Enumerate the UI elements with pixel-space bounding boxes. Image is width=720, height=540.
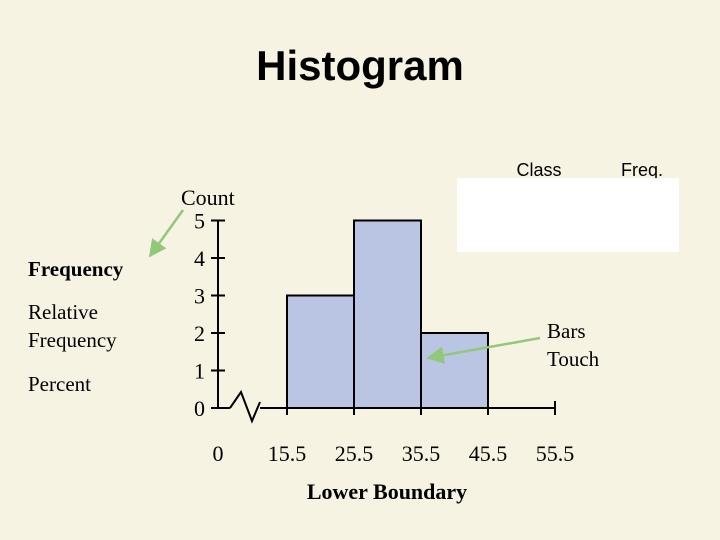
y-tick-label: 0: [194, 396, 205, 421]
y-axis-title: Count: [181, 185, 235, 210]
x-tick-label: 45.5: [469, 441, 508, 466]
percent-label: Percent: [28, 372, 91, 396]
y-tick-label: 3: [194, 284, 205, 309]
axis-break-mark: [229, 389, 261, 424]
table-freq-header: Freq.: [620, 160, 663, 180]
y-tick-label: 1: [194, 359, 205, 384]
table-class-header: Class: [516, 160, 562, 180]
table-background: [457, 178, 679, 252]
histogram-bar: [286, 294, 355, 409]
y-tick-label: 5: [194, 209, 205, 234]
x-tick-label: 15.5: [268, 441, 307, 466]
x-tick-label: 35.5: [402, 441, 441, 466]
relative-frequency-line1: Relative: [28, 300, 98, 324]
x-axis-title: Lower Boundary: [307, 479, 467, 504]
annotation-line2: Touch: [547, 347, 600, 371]
relative-frequency-label: Relative Frequency: [28, 298, 117, 354]
x-tick-label: 55.5: [536, 441, 575, 466]
annotation-line1: Bars: [547, 319, 586, 343]
y-tick-label: 4: [194, 246, 205, 271]
count-arrow: [148, 209, 185, 258]
frequency-label: Frequency: [28, 257, 124, 281]
x-tick-label-zero: 0: [213, 441, 224, 466]
histogram-bar: [420, 332, 489, 409]
page-title: Histogram: [256, 42, 464, 89]
y-tick-label: 2: [194, 321, 205, 346]
histogram-bar: [353, 219, 422, 409]
relative-frequency-line2: Frequency: [28, 328, 117, 352]
x-tick-label: 25.5: [335, 441, 374, 466]
bars-touch-arrow: [426, 336, 541, 364]
